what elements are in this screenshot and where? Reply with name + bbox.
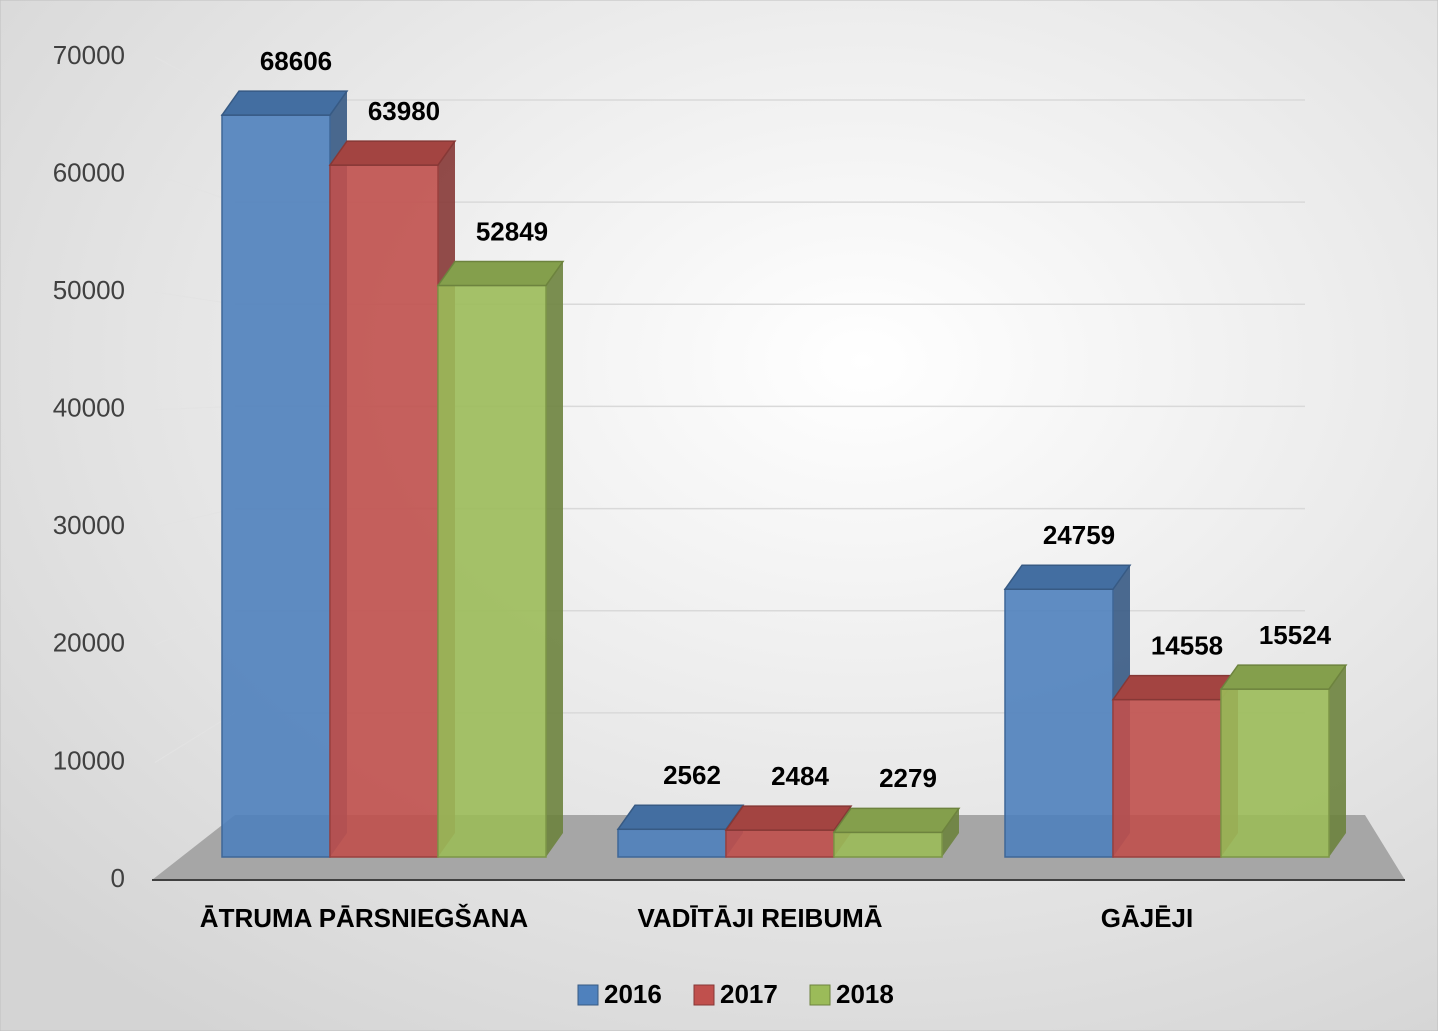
bar xyxy=(1112,698,1222,858)
x-tick-label: ĀTRUMA PĀRSNIEGŠANA xyxy=(200,903,529,933)
y-tick-label: 0 xyxy=(111,863,125,893)
y-tick-label: 70000 xyxy=(53,40,125,70)
bar xyxy=(725,829,835,858)
plot xyxy=(154,56,1348,858)
bar-top xyxy=(1219,664,1348,690)
data-label: 14558 xyxy=(1151,630,1223,660)
bar-top xyxy=(616,804,745,831)
data-label: 15524 xyxy=(1259,620,1332,650)
bar xyxy=(1004,588,1114,858)
data-label: 2562 xyxy=(663,760,721,790)
bar xyxy=(833,831,943,858)
y-tick-label: 50000 xyxy=(53,275,125,305)
bar-top xyxy=(832,807,961,834)
data-label: 2279 xyxy=(879,763,937,793)
data-label: 68606 xyxy=(260,46,332,76)
bar xyxy=(437,284,547,858)
grid-line xyxy=(154,56,236,101)
bar-top xyxy=(1003,564,1132,590)
bar xyxy=(1220,688,1330,858)
bar-side xyxy=(1329,665,1346,857)
data-label: 52849 xyxy=(476,216,548,246)
legend-swatch xyxy=(577,984,599,1006)
y-tick-label: 40000 xyxy=(53,393,125,423)
bar xyxy=(617,828,727,858)
legend-label: 2017 xyxy=(720,979,778,1009)
y-tick-label: 10000 xyxy=(53,745,125,775)
data-label: 24759 xyxy=(1043,520,1115,550)
x-tick-label: VADĪTĀJI REIBUMĀ xyxy=(637,903,882,933)
bar-top xyxy=(220,90,349,116)
y-tick-label: 30000 xyxy=(53,510,125,540)
legend-label: 2016 xyxy=(604,979,662,1009)
bar-top xyxy=(436,260,565,287)
y-tick-label: 60000 xyxy=(53,157,125,187)
bar xyxy=(329,164,439,858)
bar-top xyxy=(1111,674,1240,701)
data-label: 2484 xyxy=(771,761,829,791)
data-label: 63980 xyxy=(368,96,440,126)
legend-label: 2018 xyxy=(836,979,894,1009)
bar xyxy=(221,114,331,858)
bar-side xyxy=(942,808,959,857)
bar-top xyxy=(328,140,457,166)
bar-top xyxy=(724,805,853,831)
legend-swatch xyxy=(809,984,831,1006)
x-tick-label: GĀJĒJI xyxy=(1101,903,1194,933)
legend-swatch xyxy=(693,984,715,1006)
legend: 2016 2017 2018 xyxy=(577,979,894,1009)
y-tick-label: 20000 xyxy=(53,628,125,658)
bar-side xyxy=(546,261,563,857)
